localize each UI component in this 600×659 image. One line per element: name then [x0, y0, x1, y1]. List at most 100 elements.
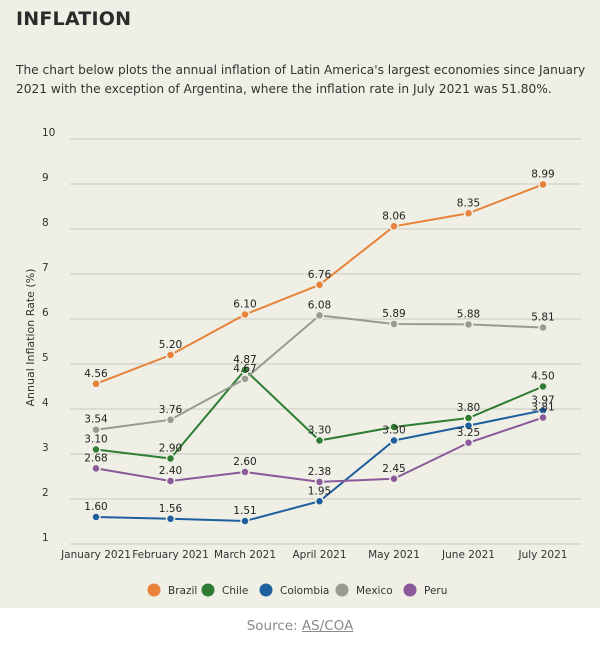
data-point-brazil — [538, 179, 548, 190]
data-point-chile — [240, 365, 250, 375]
data-label-chile: 3.30 — [308, 425, 331, 437]
data-point-brazil — [314, 280, 325, 290]
legend-swatch-brazil — [147, 583, 161, 597]
legend-label-mexico: Mexico — [356, 585, 393, 597]
data-label-peru: 2.45 — [382, 463, 405, 475]
y-tick-label: 2 — [42, 487, 49, 499]
data-point-chile — [389, 422, 399, 432]
data-point-brazil — [389, 221, 399, 232]
data-label-colombia: 3.30 — [382, 425, 405, 437]
x-tick-label: January 2021 — [60, 549, 131, 561]
data-point-peru — [389, 474, 399, 484]
data-label-brazil: 6.76 — [308, 269, 332, 281]
data-label-chile: 3.10 — [84, 434, 107, 446]
data-point-peru — [91, 463, 101, 474]
data-label-brazil: 4.56 — [84, 368, 108, 380]
data-label-peru: 3.25 — [457, 427, 480, 439]
data-point-chile — [165, 453, 176, 464]
data-point-chile — [538, 381, 548, 392]
data-point-peru — [538, 412, 548, 423]
data-label-brazil: 8.06 — [382, 210, 406, 222]
legend-swatch-colombia — [259, 583, 273, 597]
data-label-brazil: 8.35 — [457, 197, 480, 209]
legend-swatch-mexico — [335, 583, 349, 597]
data-label-chile: 3.80 — [457, 402, 480, 414]
data-point-colombia — [165, 514, 176, 524]
data-point-mexico — [463, 319, 474, 330]
x-tick-label: April 2021 — [292, 549, 346, 561]
x-tick-label: May 2021 — [368, 549, 420, 561]
data-point-chile — [463, 413, 474, 423]
y-tick-label: 4 — [42, 397, 49, 409]
legend-swatch-chile — [201, 583, 215, 597]
data-point-peru — [240, 467, 250, 477]
data-label-mexico: 6.08 — [308, 299, 331, 311]
data-point-peru — [314, 477, 325, 487]
data-label-colombia: 1.51 — [233, 505, 256, 517]
legend-label-peru: Peru — [424, 585, 447, 597]
data-label-chile: 2.90 — [159, 443, 182, 455]
data-point-brazil — [240, 309, 250, 320]
data-label-chile: 4.87 — [233, 354, 256, 366]
data-label-peru: 2.38 — [308, 466, 331, 478]
data-point-brazil — [165, 350, 176, 360]
source-link[interactable]: AS/COA — [301, 618, 354, 634]
source-prefix: Source: — [246, 618, 302, 634]
data-point-colombia — [389, 435, 399, 446]
chart-description: The chart below plots the annual inflati… — [16, 63, 586, 96]
data-point-mexico — [389, 319, 399, 329]
data-point-chile — [314, 435, 325, 446]
data-label-mexico: 4.67 — [233, 363, 256, 375]
data-point-mexico — [314, 310, 325, 321]
y-tick-label: 10 — [42, 127, 55, 139]
data-point-colombia — [314, 496, 325, 506]
data-point-peru — [165, 476, 176, 486]
data-label-peru: 2.60 — [233, 456, 256, 468]
data-label-mexico: 5.89 — [382, 308, 405, 320]
data-label-brazil: 5.20 — [159, 339, 182, 351]
data-label-colombia: 1.95 — [308, 485, 331, 497]
y-tick-label: 8 — [42, 217, 49, 229]
data-label-peru: 3.81 — [531, 402, 554, 414]
y-tick-label: 1 — [42, 532, 49, 544]
legend-label-chile: Chile — [222, 585, 248, 597]
data-point-brazil — [463, 208, 474, 218]
data-label-peru: 2.40 — [159, 465, 182, 477]
data-point-colombia — [91, 512, 101, 522]
chart-panel: INFLATION The chart below plots the annu… — [0, 0, 600, 608]
data-point-peru — [463, 438, 474, 448]
y-tick-label: 5 — [42, 352, 49, 364]
source-line: Source: AS/COA — [0, 618, 600, 634]
y-tick-label: 3 — [42, 442, 49, 454]
data-label-colombia: 1.60 — [84, 501, 107, 513]
data-label-brazil: 8.99 — [531, 168, 554, 180]
y-tick-label: 6 — [42, 307, 49, 319]
x-tick-label: July 2021 — [518, 549, 568, 561]
y-tick-label: 9 — [42, 172, 49, 184]
legend-label-colombia: Colombia — [280, 585, 329, 597]
data-label-mexico: 5.88 — [457, 308, 480, 320]
data-label-chile: 4.50 — [531, 371, 554, 383]
data-point-mexico — [91, 424, 101, 435]
data-point-mexico — [240, 374, 250, 384]
data-point-mexico — [165, 415, 176, 425]
line-chart: 1 2 3 4 5 6 7 8 9 10 Annual Inflation Rate (%) Janu… — [24, 127, 581, 597]
data-point-chile — [91, 444, 101, 455]
data-label-mexico: 3.54 — [84, 414, 108, 426]
data-point-colombia — [463, 420, 474, 431]
x-tick-label: February 2021 — [132, 549, 209, 561]
data-label-colombia: 1.56 — [159, 503, 183, 515]
y-axis-title: Annual Inflation Rate (%) — [24, 269, 37, 407]
legend-swatch-peru — [403, 583, 417, 597]
data-point-mexico — [538, 322, 548, 333]
legend-label-brazil: Brazil — [168, 585, 197, 597]
chart-title: INFLATION — [16, 8, 132, 30]
data-label-brazil: 6.10 — [233, 299, 256, 311]
x-tick-label: March 2021 — [214, 549, 276, 561]
data-label-mexico: 5.81 — [531, 312, 554, 324]
data-point-colombia — [240, 516, 250, 526]
data-label-peru: 2.68 — [84, 452, 107, 464]
data-label-mexico: 3.76 — [159, 404, 183, 416]
y-tick-label: 7 — [42, 262, 49, 274]
x-tick-label: June 2021 — [441, 549, 495, 561]
